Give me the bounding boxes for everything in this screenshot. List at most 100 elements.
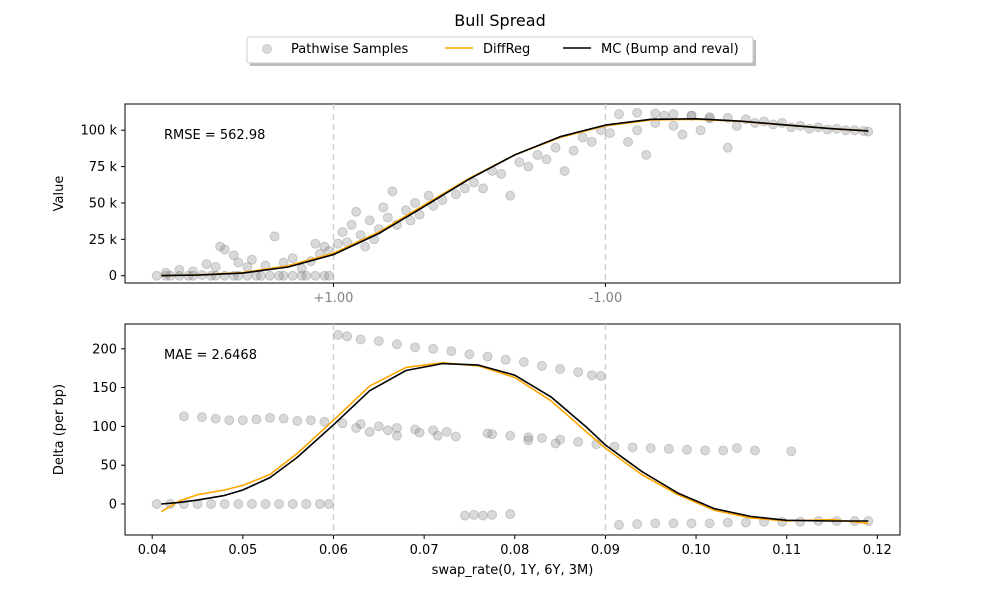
sample-point xyxy=(505,190,516,201)
sample-point xyxy=(555,363,566,374)
sample-point xyxy=(391,430,402,441)
sample-point xyxy=(695,125,706,136)
sample-point xyxy=(641,149,652,160)
sample-point xyxy=(645,443,656,454)
sample-point xyxy=(573,367,584,378)
sample-point xyxy=(487,429,498,440)
sample-point xyxy=(333,329,344,340)
sample-point xyxy=(786,122,797,133)
x-tick-label: 0.05 xyxy=(228,543,257,558)
x-tick-label: 0.10 xyxy=(682,543,711,558)
sample-point xyxy=(450,189,461,200)
sample-point xyxy=(536,433,547,444)
sample-point xyxy=(686,518,697,529)
sample-point xyxy=(337,227,348,238)
sample-point xyxy=(777,117,788,128)
sample-point xyxy=(559,165,570,176)
sample-point xyxy=(523,435,534,446)
sample-point xyxy=(197,412,208,423)
sample-point xyxy=(414,427,425,438)
sample-point xyxy=(265,412,276,423)
sample-point xyxy=(614,109,625,120)
sample-point xyxy=(863,126,874,137)
sample-point xyxy=(604,128,615,139)
sample-point xyxy=(550,142,561,153)
sample-point xyxy=(296,263,307,274)
sample-point xyxy=(274,498,285,509)
sample-point xyxy=(287,270,298,281)
legend-marker-samples xyxy=(262,44,272,54)
legend-label-mc: MC (Bump and reval) xyxy=(601,42,739,57)
sample-point xyxy=(446,346,457,357)
sample-point xyxy=(731,443,742,454)
sample-point xyxy=(505,430,516,441)
plot-area xyxy=(124,103,901,284)
sample-point xyxy=(178,411,189,422)
sample-point xyxy=(246,498,257,509)
sample-point xyxy=(668,120,679,131)
sample-point xyxy=(586,136,597,147)
sample-point xyxy=(355,229,366,240)
sample-point xyxy=(400,205,411,216)
sample-point xyxy=(632,107,643,118)
y-tick-label: 0 xyxy=(109,269,117,284)
sample-point xyxy=(219,244,230,255)
sample-point xyxy=(246,254,257,265)
sample-point xyxy=(573,436,584,447)
delta-panel: 0 50 100 150 200 0.04 0.05 0.06 0.07 0.08 0.09 0.10… xyxy=(52,323,901,578)
sample-point xyxy=(532,149,543,160)
sample-point xyxy=(301,498,312,509)
sample-point xyxy=(269,231,280,242)
sample-point xyxy=(287,253,298,264)
x-tick-label: 0.04 xyxy=(138,543,167,558)
sample-point xyxy=(759,116,770,127)
sample-point xyxy=(405,215,416,226)
sample-point xyxy=(514,157,525,168)
sample-point xyxy=(319,241,330,252)
y-axis-label: Delta (per bp) xyxy=(52,384,67,475)
sample-point xyxy=(410,342,421,353)
y-tick-label: 50 xyxy=(100,459,117,474)
sample-point xyxy=(468,177,479,188)
sample-point xyxy=(632,519,643,530)
sample-point xyxy=(482,428,493,439)
mc-line xyxy=(161,362,869,522)
sample-point xyxy=(355,334,366,345)
sample-point xyxy=(614,519,625,530)
sample-point xyxy=(237,415,248,426)
sample-point xyxy=(518,357,529,368)
sample-point xyxy=(323,270,334,281)
y-axis-label: Value xyxy=(52,176,67,212)
sample-point xyxy=(305,415,316,426)
sample-point xyxy=(151,270,162,281)
x-tick-label: 0.12 xyxy=(863,543,892,558)
sample-point xyxy=(478,510,489,521)
sample-point xyxy=(319,416,330,427)
sample-point xyxy=(364,215,375,226)
sample-point xyxy=(151,498,162,509)
sample-point xyxy=(663,443,674,454)
x-tick-label: +1.00 xyxy=(314,291,354,306)
sample-point xyxy=(174,264,185,275)
legend-label-samples: Pathwise Samples xyxy=(291,42,408,57)
sample-point xyxy=(301,270,312,281)
x-tick-label: 0.09 xyxy=(591,543,620,558)
sample-point xyxy=(468,509,479,520)
sample-point xyxy=(704,518,715,529)
sample-point xyxy=(337,418,348,429)
sample-point xyxy=(382,212,393,223)
sample-point xyxy=(233,257,244,268)
sample-point xyxy=(632,125,643,136)
sample-point xyxy=(731,120,742,131)
sample-point xyxy=(459,510,470,521)
sample-point xyxy=(450,431,461,442)
sample-point xyxy=(523,161,534,172)
value-panel: 0 25 k 50 k 75 k 100 k +1.00 -1.00 Value RMSE = … xyxy=(52,103,901,306)
sample-point xyxy=(650,108,661,119)
sample-point xyxy=(459,183,470,194)
sample-point xyxy=(740,517,751,528)
sample-point xyxy=(342,331,353,342)
sample-point xyxy=(310,238,321,249)
sample-point xyxy=(233,498,244,509)
